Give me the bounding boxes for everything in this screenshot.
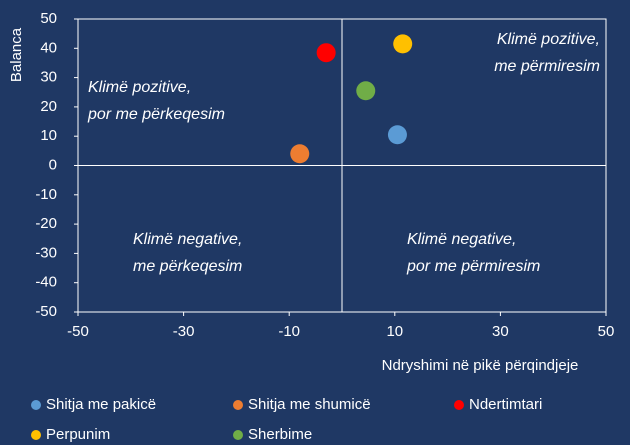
point [316,43,336,63]
y-tick-label: -10 [35,186,57,203]
y-tick-label: -20 [35,215,57,232]
quadrant-label: Klimë pozitive, [88,79,191,96]
legend-marker [31,430,41,440]
y-tick-label: 40 [40,39,57,56]
y-tick-label: -30 [35,244,57,261]
legend-marker [233,400,243,410]
x-tick-label: 10 [386,323,403,340]
x-tick-label: 30 [492,323,509,340]
quadrant-label: por me përkeqesim [87,106,225,123]
x-tick-label: -10 [278,323,300,340]
y-tick-label: -50 [35,303,57,320]
y-tick-label: 10 [40,127,57,144]
legend-label: Shitja me shumicë [248,396,371,413]
legend-label: Sherbime [248,426,312,443]
x-axis-title: Ndryshimi në pikë përqindjeje [382,357,579,374]
y-tick-label: 50 [40,10,57,27]
quadrant-label: Klimë pozitive, [497,31,600,48]
point [393,34,413,54]
quadrant-label: Klimë negative, [133,231,242,248]
y-tick-label: -40 [35,274,57,291]
point [387,125,407,145]
quadrant-label: por me përmiresim [406,258,540,275]
quadrant-label: Klimë negative, [407,231,516,248]
point [290,144,310,164]
legend-marker [454,400,464,410]
quadrant-label: me përmiresim [494,58,600,75]
x-tick-label: 50 [598,323,615,340]
y-tick-label: 0 [49,156,57,173]
legend-label: Perpunim [46,426,110,443]
quadrant-label: me përkeqesim [133,258,242,275]
x-tick-label: -30 [173,323,195,340]
legend-marker [31,400,41,410]
legend-marker [233,430,243,440]
y-tick-label: 20 [40,98,57,115]
legend-label: Shitja me pakicë [46,396,156,413]
x-tick-label: -50 [67,323,89,340]
y-tick-label: 30 [40,69,57,86]
point [356,81,376,101]
legend-label: Ndertimtari [469,396,542,413]
y-axis-title: Balanca [8,27,25,82]
